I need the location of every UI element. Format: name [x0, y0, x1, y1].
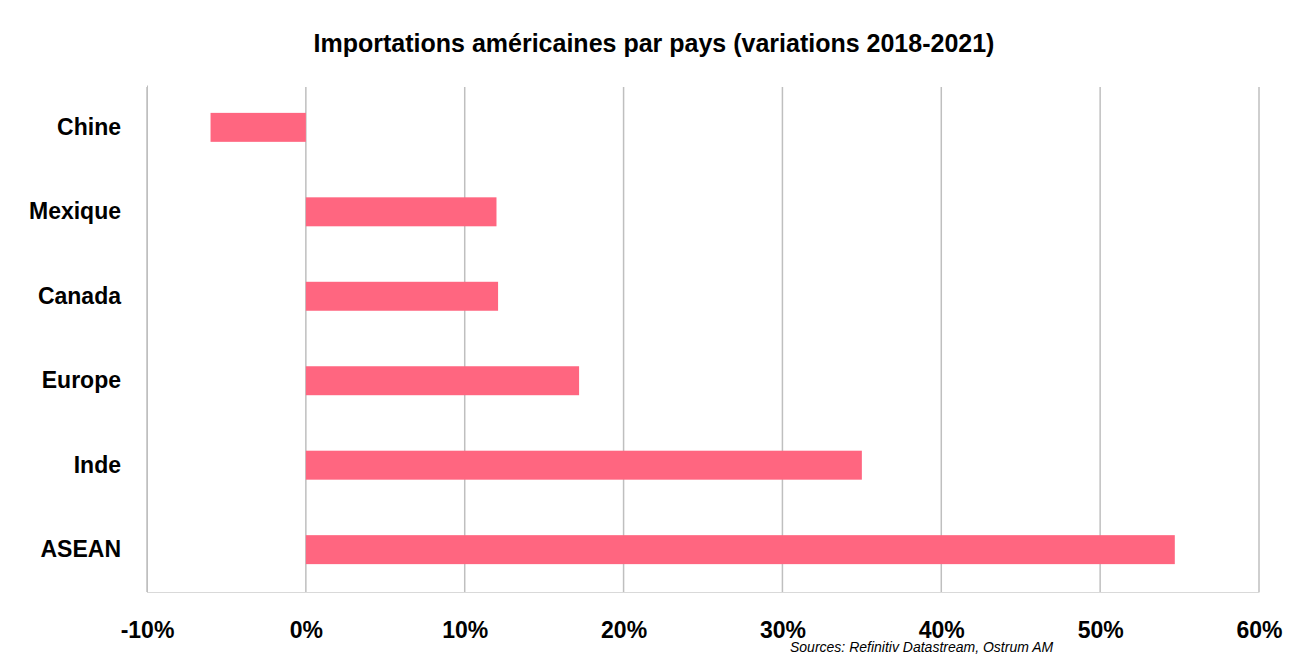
bar: [211, 113, 306, 142]
y-tick-label: Europe: [42, 367, 121, 393]
grid-line: [305, 87, 307, 592]
y-tick-label: Mexique: [29, 198, 121, 224]
x-tick-label: 60%: [1236, 617, 1282, 643]
x-tick: 0%: [290, 592, 323, 643]
chart: Importations américaines par pays (varia…: [0, 0, 1308, 661]
y-tick: ASEAN: [40, 536, 147, 562]
x-tick: 50%: [1078, 592, 1124, 643]
y-tick-label: ASEAN: [40, 536, 121, 562]
y-axis: Chine Mexique Canada Europe Inde ASEAN: [29, 86, 148, 593]
title: Importations américaines par pays (varia…: [314, 29, 995, 57]
grid-line: [782, 87, 784, 592]
y-tick-label: Canada: [38, 283, 121, 309]
source-note: Sources: Refinitiv Datastream, Ostrum AM: [790, 639, 1054, 655]
y-tick: Inde: [74, 452, 147, 478]
x-tick: 20%: [601, 592, 647, 643]
grid-line: [464, 87, 466, 592]
grid: [147, 87, 1259, 592]
x-tick: -10%: [121, 592, 175, 643]
grid-line: [1258, 87, 1260, 592]
plot: -10% 0% 10% 20% 30% 40% 50% 60% Chine Mexique Cana…: [29, 86, 1283, 644]
grid-line: [941, 87, 943, 592]
x-tick: 40%: [919, 592, 965, 643]
y-tick-label: Chine: [57, 114, 121, 140]
bar: [306, 451, 862, 480]
y-axis-line: [147, 86, 148, 593]
grid-line: [1099, 87, 1101, 592]
x-axis-line: [148, 592, 1260, 593]
x-tick-label: 0%: [290, 617, 323, 643]
y-tick-label: Inde: [74, 452, 121, 478]
y-tick: Chine: [57, 114, 147, 140]
x-tick-label: -10%: [121, 617, 175, 643]
x-axis: -10% 0% 10% 20% 30% 40% 50% 60%: [121, 592, 1283, 643]
x-tick: 10%: [442, 592, 488, 643]
x-tick-label: 10%: [442, 617, 488, 643]
x-tick-label: 20%: [601, 617, 647, 643]
bar: [306, 535, 1175, 564]
x-tick-label: 50%: [1078, 617, 1124, 643]
x-tick: 60%: [1236, 592, 1282, 643]
bar: [306, 197, 497, 226]
y-tick: Mexique: [29, 198, 147, 224]
bar: [306, 366, 579, 395]
x-tick: 30%: [760, 592, 806, 643]
y-tick: Europe: [42, 367, 147, 393]
grid-line: [623, 87, 625, 592]
y-tick: Canada: [38, 283, 147, 309]
bars: [211, 113, 1175, 564]
bar: [306, 282, 498, 311]
